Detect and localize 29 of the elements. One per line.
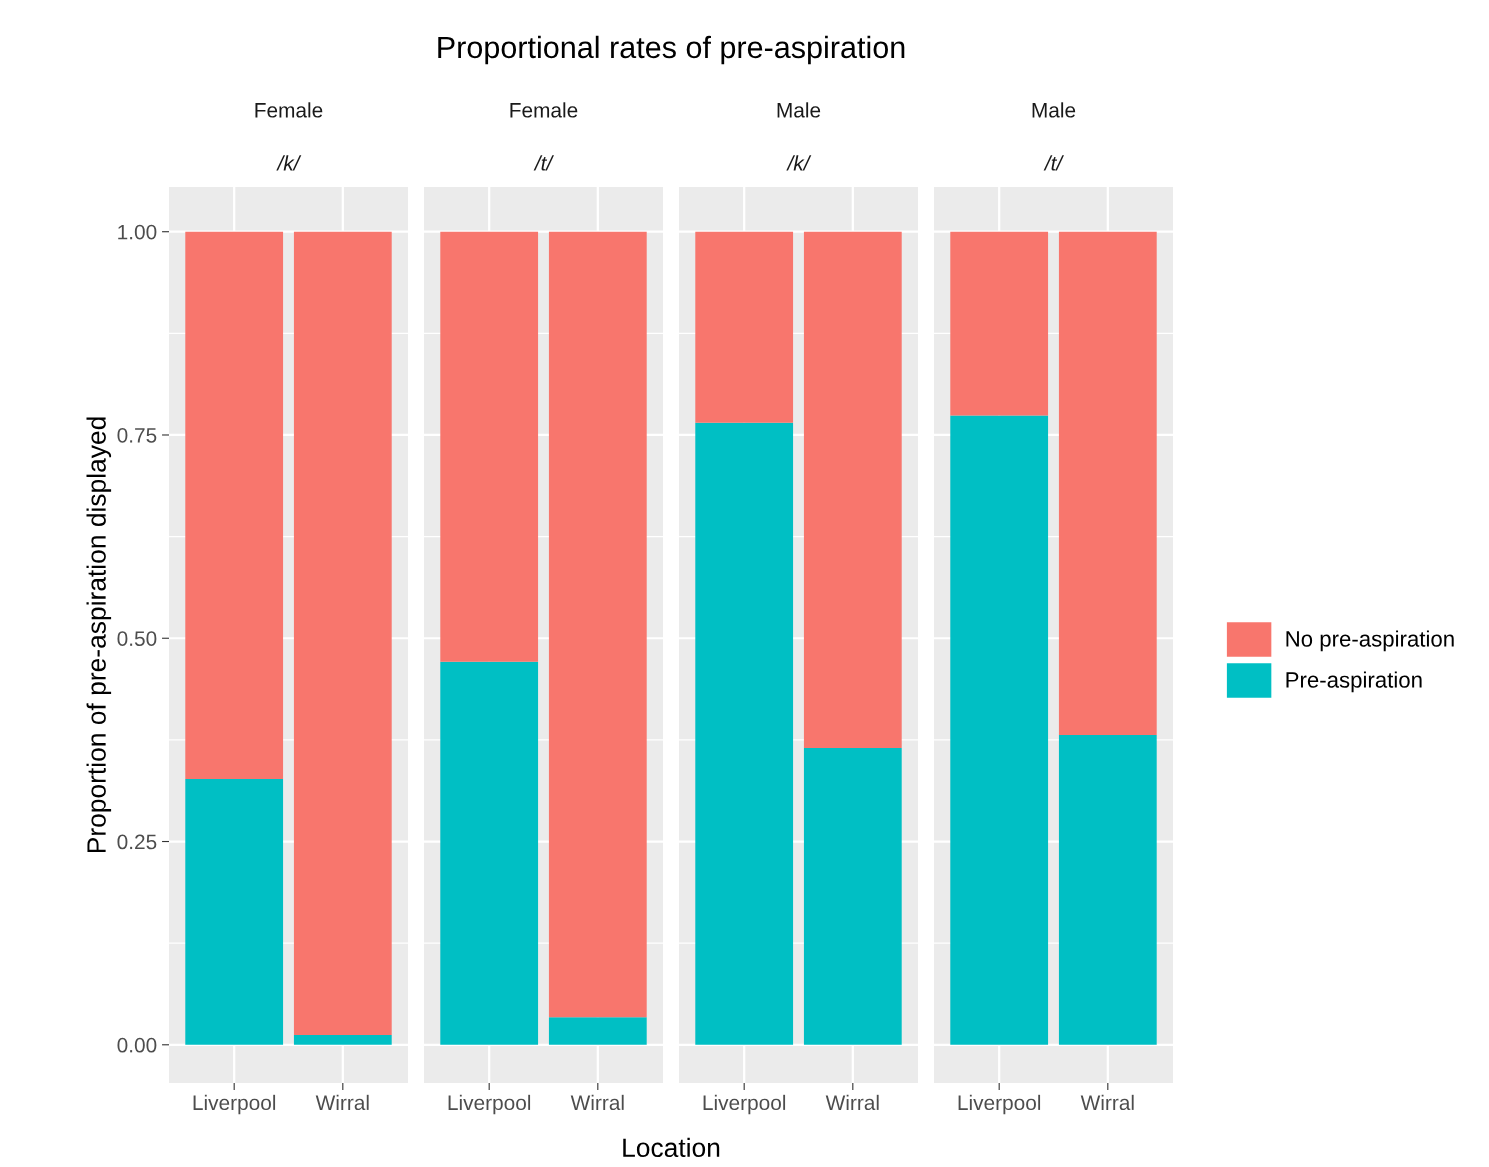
- bar: [185, 231, 284, 779]
- chart-subtitle: /t/: [533, 155, 554, 171]
- legend-label: Pre-aspiration: [1286, 671, 1422, 693]
- chart-title: Female: [510, 102, 578, 118]
- x-tick-label: Liverpool: [958, 1094, 1041, 1115]
- bar: [185, 778, 284, 1045]
- bar: [293, 1035, 392, 1045]
- y-tick-label: 0.75: [117, 427, 157, 443]
- legend-label: No pre-aspiration: [1286, 630, 1454, 652]
- chart-subtitle: /t/: [1043, 155, 1064, 171]
- y-tick-label: 1.00: [118, 224, 157, 240]
- chart-title: Male: [1032, 102, 1076, 118]
- x-tick-label: Wirral: [1080, 1094, 1134, 1111]
- x-axis-title: Location: [623, 1137, 720, 1158]
- x-tick-label: Wirral: [570, 1094, 624, 1111]
- chart-title: Female: [255, 102, 323, 118]
- x-tick-label: Wirral: [825, 1094, 879, 1111]
- text: Proportional rates of pre-aspiration: [438, 35, 905, 65]
- y-tick-label: 0.50: [117, 631, 157, 647]
- x-tick-label: Liverpool: [703, 1094, 786, 1115]
- x-tick-label: Liverpool: [193, 1094, 276, 1115]
- y-axis-title: Proportion of pre-aspiration displayed: [86, 417, 112, 853]
- chart-subtitle: /k/: [276, 155, 302, 171]
- chart-subtitle: /k/: [786, 155, 812, 171]
- y-tick-label: 0.00: [117, 1037, 157, 1053]
- chart-title: Male: [777, 102, 821, 118]
- x-tick-label: Wirral: [315, 1094, 369, 1111]
- x-tick-label: Liverpool: [448, 1094, 531, 1115]
- y-tick-label: 0.25: [117, 834, 157, 850]
